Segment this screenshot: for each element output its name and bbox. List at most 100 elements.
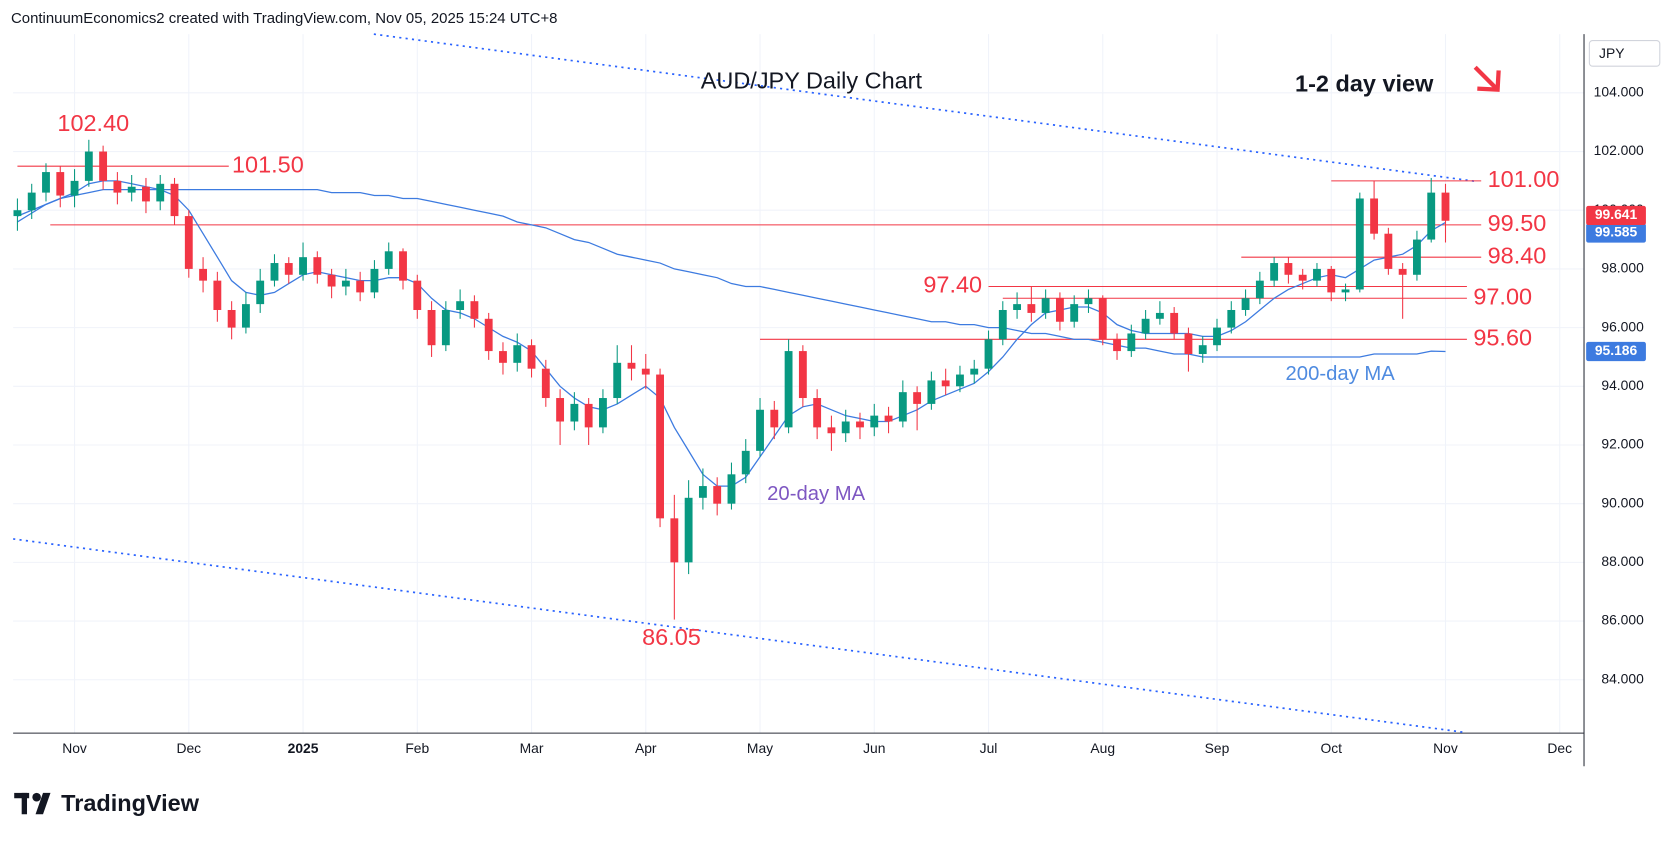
candle-body <box>827 427 836 434</box>
candle-body <box>1241 298 1250 310</box>
candle-body <box>1141 318 1150 334</box>
chart-title: AUD/JPY Daily Chart <box>701 67 923 93</box>
candle-body <box>1398 268 1407 275</box>
x-tick-label: 2025 <box>288 740 319 756</box>
x-tick-label: Sep <box>1205 740 1230 756</box>
plot <box>13 139 1482 620</box>
candle-body <box>1070 304 1079 322</box>
candle-body <box>1313 268 1321 281</box>
candle-body <box>813 398 822 428</box>
level-label: 97.00 <box>1473 283 1532 309</box>
candle-body <box>441 309 450 346</box>
currency-box[interactable] <box>1588 40 1661 67</box>
candle-body <box>1113 339 1121 352</box>
candle-body <box>741 450 750 475</box>
candle-body <box>42 172 50 193</box>
candle-body <box>1027 304 1036 313</box>
candle-body <box>841 421 850 434</box>
candle-body <box>241 304 250 328</box>
y-tick-label: 92.000 <box>1601 436 1644 452</box>
candle-body <box>470 301 479 319</box>
candle-body <box>927 380 936 404</box>
moving-average <box>17 188 1446 358</box>
candle-body <box>1055 298 1064 322</box>
candle-body <box>341 280 350 287</box>
candle-body <box>941 380 950 387</box>
candle-body <box>370 268 379 293</box>
level-label: 101.50 <box>232 151 304 177</box>
candle-body <box>1198 345 1207 355</box>
y-tick-label: 98.000 <box>1601 260 1644 276</box>
candle-body <box>627 362 636 369</box>
candle-body <box>427 309 436 346</box>
candle-body <box>184 216 193 269</box>
price-box <box>1586 341 1646 362</box>
candle-body <box>384 251 393 269</box>
candle-body <box>413 280 422 310</box>
x-tick-label: Jun <box>863 740 885 756</box>
candle-body <box>1155 312 1164 319</box>
candle-body <box>1227 309 1236 328</box>
candle-body <box>784 351 793 428</box>
candle-body <box>27 192 36 211</box>
candle-body <box>313 257 322 275</box>
level-label: 97.40 <box>923 272 982 298</box>
candle-body <box>984 339 993 369</box>
y-tick-label: 88.000 <box>1601 553 1644 569</box>
candle-body <box>1441 192 1450 221</box>
candle-body <box>213 280 222 310</box>
candle-body <box>756 409 764 451</box>
subtitle: 1-2 day view <box>1295 71 1434 97</box>
candle-body <box>1170 312 1179 334</box>
annotation: 86.05 <box>642 624 701 650</box>
series-label: 200-day MA <box>1286 363 1396 385</box>
x-tick-label: Nov <box>1433 740 1458 756</box>
candle-body <box>584 403 593 428</box>
candle-body <box>1184 333 1193 355</box>
candle-body <box>998 309 1007 340</box>
x-tick-label: Nov <box>62 740 87 756</box>
y-tick-label: 86.000 <box>1601 612 1644 628</box>
y-tick-label: 94.000 <box>1601 377 1644 393</box>
candle-body <box>727 474 736 504</box>
price-box <box>1586 205 1646 226</box>
candle-body <box>613 362 622 399</box>
candle-body <box>527 345 536 369</box>
x-tick-label: May <box>747 740 773 756</box>
candle-body <box>698 486 707 498</box>
candle-body <box>513 345 522 363</box>
header: ContinuumEconomics2 created with Trading… <box>11 10 557 27</box>
candle-body <box>713 486 722 504</box>
brand: TradingView <box>61 790 200 816</box>
candle-body <box>99 151 108 181</box>
candle-body <box>856 421 864 428</box>
candle-body <box>1298 274 1307 281</box>
x-tick-label: Dec <box>176 740 201 756</box>
candle-body <box>770 409 779 428</box>
candle-body <box>70 180 79 196</box>
candle-body <box>1270 263 1279 281</box>
candle-body <box>599 398 607 428</box>
candle-body <box>898 392 907 422</box>
candle-body <box>884 415 893 422</box>
candle-body <box>1098 298 1107 340</box>
candle-body <box>127 186 136 193</box>
candle-body <box>1041 298 1050 313</box>
candle-body <box>670 518 679 563</box>
y-tick-label: 84.000 <box>1601 670 1644 686</box>
candle-body <box>541 368 550 399</box>
x-tick-label: Dec <box>1547 740 1572 756</box>
candle-body <box>1370 198 1379 234</box>
candle-body <box>1213 327 1221 346</box>
y-tick-label: 102.000 <box>1594 142 1644 158</box>
candle-body <box>113 180 122 193</box>
candle-body <box>1013 304 1022 310</box>
x-tick-label: Aug <box>1090 740 1115 756</box>
y-tick-label: 104.000 <box>1594 83 1644 99</box>
price-box-label: 95.186 <box>1595 342 1638 358</box>
candle-body <box>199 268 208 281</box>
candle-body <box>1084 298 1093 305</box>
level-label: 98.40 <box>1488 242 1547 268</box>
candle-body <box>684 497 693 563</box>
